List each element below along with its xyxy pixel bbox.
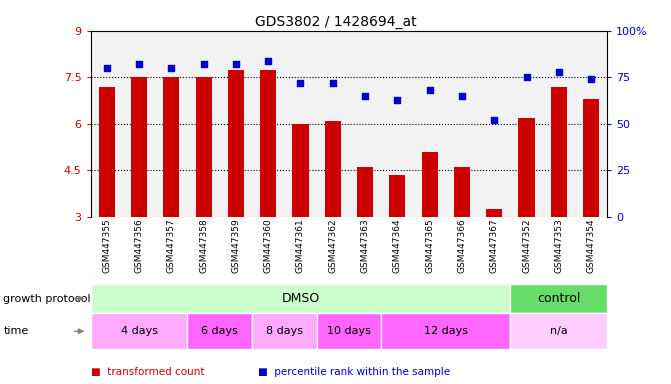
Point (456, 93, 467, 99)
Bar (389, 175, 405, 217)
Point (586, 76, 597, 82)
Bar (583, 99, 599, 217)
Bar (195, 77, 211, 217)
Bar (131, 77, 147, 217)
Point (263, 58, 274, 64)
Point (554, 69, 564, 75)
Point (134, 61, 144, 67)
Text: ■  transformed count: ■ transformed count (91, 367, 204, 377)
Bar (421, 152, 437, 217)
Point (198, 61, 209, 67)
Text: GDS3802 / 1428694_at: GDS3802 / 1428694_at (255, 15, 416, 29)
Bar (99, 87, 115, 217)
Bar (293, 124, 309, 217)
Bar (551, 87, 567, 217)
Text: 8 days: 8 days (266, 326, 303, 336)
Text: 4 days: 4 days (121, 326, 158, 336)
Bar (349, 31, 381, 217)
Bar (317, 31, 349, 217)
Text: n/a: n/a (550, 326, 568, 336)
Text: DMSO: DMSO (281, 292, 319, 305)
Bar (155, 31, 187, 217)
Text: control: control (537, 292, 580, 305)
Bar (511, 31, 543, 217)
Point (101, 65, 112, 71)
Bar (187, 31, 220, 217)
Bar (413, 31, 446, 217)
Bar (543, 31, 575, 217)
Bar (285, 31, 317, 217)
Text: 6 days: 6 days (201, 326, 238, 336)
Point (424, 87, 435, 93)
Bar (381, 31, 413, 217)
Bar (228, 70, 244, 217)
Bar (446, 31, 478, 217)
Bar (163, 77, 179, 217)
Bar (260, 70, 276, 217)
Text: ■  percentile rank within the sample: ■ percentile rank within the sample (258, 367, 450, 377)
Point (392, 96, 403, 103)
Bar (252, 31, 285, 217)
Point (295, 80, 306, 86)
Bar (357, 167, 373, 217)
Bar (486, 209, 503, 217)
Bar (519, 118, 535, 217)
Bar (454, 167, 470, 217)
Bar (325, 121, 341, 217)
Point (231, 61, 242, 67)
Point (166, 65, 176, 71)
Point (489, 117, 500, 123)
Bar (575, 31, 607, 217)
Bar (220, 31, 252, 217)
Bar (91, 31, 123, 217)
Bar (478, 31, 511, 217)
Text: growth protocol: growth protocol (3, 293, 91, 304)
Text: 12 days: 12 days (424, 326, 468, 336)
Bar (123, 31, 155, 217)
Point (360, 93, 370, 99)
Text: time: time (3, 326, 29, 336)
Text: 10 days: 10 days (327, 326, 371, 336)
Point (521, 74, 532, 80)
Point (327, 80, 338, 86)
